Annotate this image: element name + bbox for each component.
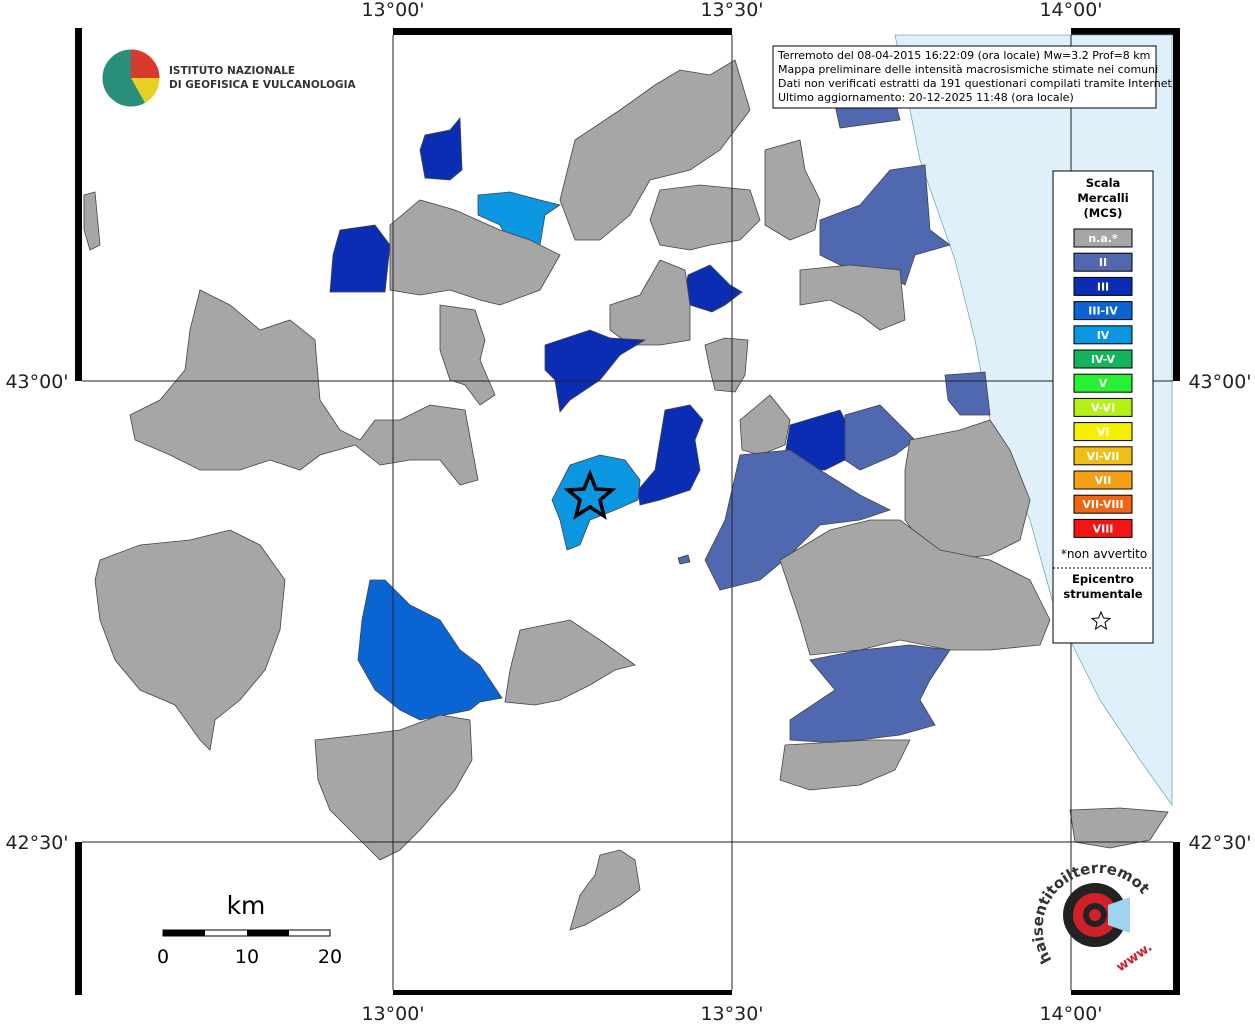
legend-label: VI-VII [1086, 450, 1119, 463]
legend-label: VII [1095, 474, 1112, 487]
legend-swatch [1073, 494, 1133, 514]
info-line: Dati non verificati estratti da 191 ques… [778, 77, 1175, 90]
lon-label: 13°00' [361, 1003, 424, 1024]
scale-bar: km 0 10 20 [157, 891, 342, 968]
municipality [637, 404, 704, 506]
legend-swatch [1073, 349, 1133, 369]
municipality [779, 739, 911, 791]
legend-label: IV [1097, 329, 1110, 342]
epicenter [563, 469, 617, 520]
municipality [779, 519, 1051, 656]
legend-swatch [1073, 446, 1133, 466]
municipality [789, 644, 951, 743]
logo-text: DI GEOFISICA E VULCANOLOGIA [169, 79, 357, 91]
municipality [704, 449, 892, 591]
info-box [772, 45, 1157, 109]
municipality [389, 199, 561, 306]
info-line: Mappa preliminare delle intensità macros… [778, 63, 1158, 76]
scale-unit: km [227, 891, 266, 920]
legend-label: VIII [1093, 522, 1114, 535]
legend-epicenter: Epicentro [1072, 572, 1134, 586]
legend-label: II [1099, 256, 1107, 269]
municipality [357, 579, 503, 721]
municipality [677, 554, 691, 565]
legend-swatch [1073, 470, 1133, 490]
legend-swatch [1073, 397, 1133, 417]
legend-epicenter: strumentale [1063, 587, 1142, 601]
municipalities [83, 59, 1169, 931]
lon-label: 14°00' [1039, 1003, 1102, 1024]
info-line: Terremoto del 08-04-2015 16:22:09 (ora l… [777, 49, 1150, 62]
municipality [477, 191, 561, 251]
legend-swatch [1073, 518, 1133, 538]
lat-label: 43°00' [1188, 371, 1251, 393]
legend-label: VI [1097, 426, 1110, 439]
legend-label: n.a.* [1088, 232, 1118, 245]
legend-swatch [1073, 301, 1133, 321]
legend-label: V [1099, 377, 1108, 390]
legend-label: V-VI [1091, 401, 1115, 414]
municipality [544, 329, 647, 413]
municipality [129, 289, 479, 486]
municipality [83, 191, 101, 251]
legend-title: (MCS) [1084, 206, 1123, 220]
municipality [844, 404, 916, 471]
municipality [329, 224, 391, 293]
lat-label: 43°00' [5, 371, 68, 393]
municipality [94, 529, 286, 751]
legend-title: Scala [1086, 176, 1121, 190]
info-line: Ultimo aggiornamento: 20-12-2025 11:48 (… [778, 91, 1074, 104]
municipality [944, 371, 991, 416]
legend-swatch [1073, 276, 1133, 296]
legend-star [1090, 610, 1112, 631]
lon-label: 13°00' [361, 0, 424, 21]
legend-label: III-IV [1088, 305, 1118, 318]
legend-swatch [1073, 325, 1133, 345]
municipality [704, 337, 749, 393]
logo-text: ISTITUTO NAZIONALE [169, 65, 295, 77]
legend-swatch [1073, 252, 1133, 272]
legend-swatch [1073, 228, 1133, 248]
scale-label: 20 [318, 946, 342, 968]
ingv-logo: ISTITUTO NAZIONALE DI GEOFISICA E VULCAN… [101, 48, 357, 108]
lon-label: 13°30' [700, 1003, 763, 1024]
lat-label: 42°30' [1188, 832, 1251, 854]
municipality [609, 259, 691, 346]
legend-swatch [1073, 373, 1133, 393]
lat-label: 42°30' [5, 832, 68, 854]
scale-label: 0 [157, 946, 169, 968]
legend-label: VII-VIII [1082, 498, 1123, 511]
lon-label: 14°00' [1039, 0, 1102, 21]
municipality [904, 419, 1031, 561]
lon-label: 13°30' [700, 0, 763, 21]
municipality [799, 264, 906, 331]
municipality [739, 394, 791, 456]
scale-label: 10 [235, 946, 259, 968]
municipality [439, 304, 496, 406]
legend-note: *non avvertito [1061, 547, 1147, 561]
legend-swatch [1073, 422, 1133, 442]
municipality [504, 619, 636, 706]
frame-ticks [75, 28, 1180, 995]
municipality [419, 116, 463, 181]
municipality [559, 59, 751, 241]
municipality [764, 139, 821, 241]
legend-title: Mercalli [1077, 191, 1128, 205]
legend-label: III [1097, 280, 1109, 293]
legend-label: IV-V [1091, 353, 1116, 366]
municipality [569, 849, 641, 931]
